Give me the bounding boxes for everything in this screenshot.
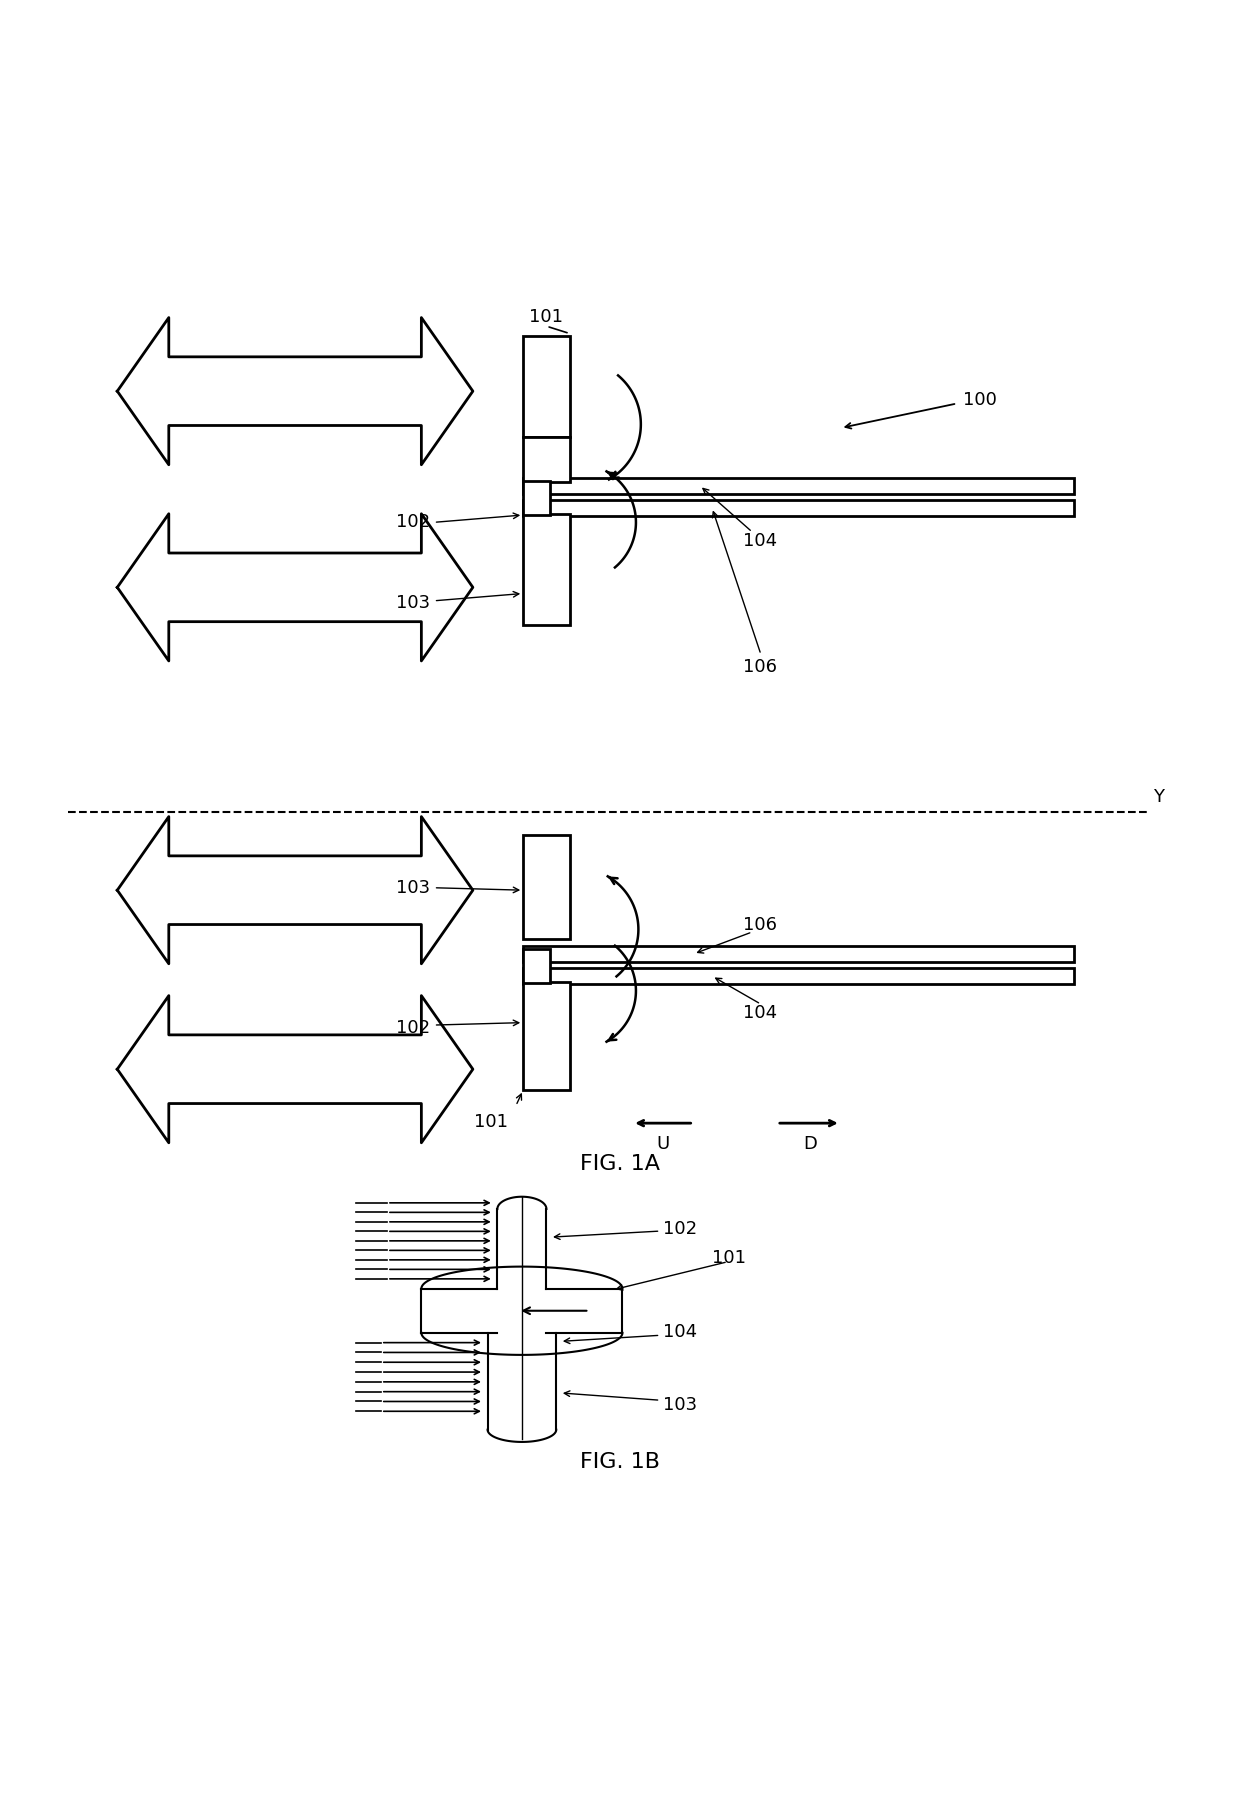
Bar: [523, 983, 569, 1091]
Text: 102: 102: [396, 1019, 430, 1037]
Text: 104: 104: [663, 1323, 697, 1341]
Text: D: D: [804, 1136, 817, 1154]
Bar: [523, 947, 1074, 961]
Text: 101: 101: [529, 308, 563, 326]
Bar: [523, 949, 551, 983]
Text: 106: 106: [743, 659, 776, 677]
Text: 102: 102: [663, 1220, 697, 1238]
Bar: [523, 481, 551, 515]
Bar: [523, 337, 569, 437]
Bar: [523, 513, 569, 625]
Text: 100: 100: [963, 391, 997, 409]
Text: Y: Y: [1153, 788, 1164, 806]
Text: 103: 103: [396, 594, 430, 612]
Polygon shape: [118, 317, 472, 464]
Text: 104: 104: [743, 1004, 776, 1022]
Text: U: U: [656, 1136, 670, 1154]
Bar: [523, 968, 1074, 985]
Text: 104: 104: [743, 531, 776, 549]
Text: FIG. 1B: FIG. 1B: [580, 1451, 660, 1472]
Bar: [523, 500, 1074, 515]
Bar: [523, 477, 1074, 493]
Text: 101: 101: [712, 1249, 746, 1267]
Text: 102: 102: [396, 513, 430, 531]
Bar: [523, 835, 569, 940]
Text: FIG. 1A: FIG. 1A: [580, 1154, 660, 1174]
Text: 103: 103: [663, 1397, 697, 1415]
Polygon shape: [118, 817, 472, 963]
Text: 106: 106: [743, 916, 776, 934]
Polygon shape: [118, 513, 472, 661]
Text: 103: 103: [396, 878, 430, 896]
Text: 101: 101: [474, 1114, 508, 1132]
Polygon shape: [118, 995, 472, 1143]
Bar: [523, 437, 569, 482]
